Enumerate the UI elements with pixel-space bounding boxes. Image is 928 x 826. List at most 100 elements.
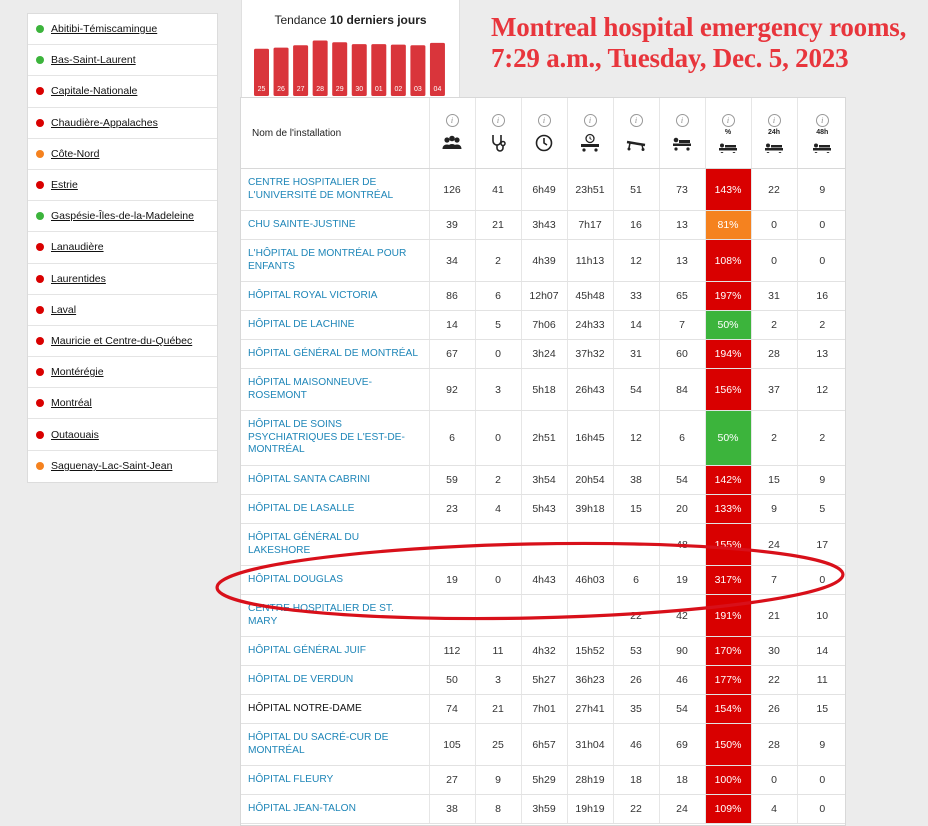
info-icon[interactable]: i <box>491 113 505 127</box>
info-icon[interactable]: i <box>583 113 597 127</box>
hospital-name[interactable]: HÔPITAL DE SOINS PSYCHIATRIQUES DE L'EST… <box>241 410 429 466</box>
column-header: i <box>566 98 613 169</box>
table-cell: 14 <box>428 310 475 340</box>
table-cell: 0 <box>796 794 845 824</box>
hospital-name[interactable]: HÔPITAL ROYAL VICTORIA <box>241 281 429 311</box>
table-cell: 3h43 <box>520 210 567 240</box>
region-link[interactable]: Bas-Saint-Laurent <box>51 54 136 67</box>
hospital-name[interactable]: HÔPITAL DOUGLAS <box>241 565 429 595</box>
region-link[interactable]: Outaouais <box>51 428 99 441</box>
sidebar-item[interactable]: Mauricie et Centre-du-Québec <box>28 326 217 358</box>
people-icon <box>442 135 462 149</box>
table-row: HÔPITAL NOTRE-DAME 74 21 7h01 27h41 35 54 154% 2… <box>241 694 845 724</box>
region-link[interactable]: Estrie <box>51 179 78 192</box>
hospital-name[interactable]: HÔPITAL JEAN-TALON <box>241 794 429 824</box>
sidebar-item[interactable]: Côte-Nord <box>28 139 217 170</box>
stretcher-48h-icon <box>813 143 832 155</box>
sidebar-item[interactable]: Montérégie <box>28 357 217 389</box>
table-cell: 22 <box>750 665 797 695</box>
region-link[interactable]: Gaspésie-Îles-de-la-Madeleine <box>51 210 194 223</box>
table-cell: 0 <box>796 765 845 795</box>
table-cell: 6 <box>474 281 521 311</box>
occupancy-cell: 81% <box>704 210 751 240</box>
hospital-name[interactable]: CENTRE HOSPITALIER DE L'UNIVERSITÉ DE MO… <box>241 168 429 211</box>
info-icon[interactable]: i <box>537 113 551 127</box>
region-link[interactable]: Abitibi-Témiscamingue <box>51 23 158 36</box>
table-cell: 41 <box>474 168 521 211</box>
info-icon[interactable]: i <box>675 113 689 127</box>
sidebar-item[interactable]: Capitale-Nationale <box>28 76 217 108</box>
hospital-name[interactable]: L'HÔPITAL DE MONTRÉAL POUR ENFANTS <box>241 239 429 282</box>
info-icon[interactable]: i <box>629 113 643 127</box>
table-cell: 15 <box>750 465 797 495</box>
region-link[interactable]: Chaudière-Appalaches <box>51 116 158 129</box>
table-cell: 3h59 <box>520 794 567 824</box>
sidebar-item[interactable]: Lanaudière <box>28 232 217 264</box>
table-cell: 0 <box>796 565 845 595</box>
table-cell: 13 <box>658 239 705 282</box>
table-cell: 6 <box>612 565 659 595</box>
sidebar-item[interactable]: Bas-Saint-Laurent <box>28 45 217 77</box>
sidebar-item[interactable]: Chaudière-Appalaches <box>28 108 217 139</box>
table-cell: 5h43 <box>520 494 567 524</box>
hospital-name[interactable]: HÔPITAL DE VERDUN <box>241 665 429 695</box>
region-link[interactable]: Laval <box>51 303 77 316</box>
table-cell: 46 <box>658 665 705 695</box>
hospital-name[interactable]: HÔPITAL DE LASALLE <box>241 494 429 524</box>
status-dot-icon <box>36 336 44 345</box>
table-cell: 26 <box>750 694 797 724</box>
region-link[interactable]: Laurentides <box>51 272 106 285</box>
table-cell: 23 <box>428 494 475 524</box>
region-link[interactable]: Lanaudière <box>51 241 104 254</box>
hospital-name[interactable]: HÔPITAL GÉNÉRAL JUIF <box>241 636 429 666</box>
region-link[interactable]: Montréal <box>51 397 92 410</box>
hospital-name[interactable]: HÔPITAL DE LACHINE <box>241 310 429 340</box>
sidebar-item[interactable]: Abitibi-Témiscamingue <box>28 14 217 46</box>
region-link[interactable]: Capitale-Nationale <box>51 85 138 98</box>
hospital-name[interactable]: HÔPITAL GÉNÉRAL DE MONTRÉAL <box>241 339 429 369</box>
table-cell: 26 <box>612 665 659 695</box>
trend-bar <box>273 47 289 96</box>
info-icon[interactable]: i <box>445 113 459 127</box>
table-cell: 112 <box>428 636 475 666</box>
status-dot-icon <box>36 399 44 408</box>
region-link[interactable]: Saguenay-Lac-Saint-Jean <box>51 460 173 473</box>
hospital-name[interactable]: HÔPITAL SANTA CABRINI <box>241 465 429 495</box>
clock-icon <box>535 134 553 151</box>
table-cell: 20h54 <box>566 465 613 495</box>
sidebar-item[interactable]: Laurentides <box>28 264 217 295</box>
info-icon[interactable]: i <box>767 113 781 127</box>
region-link[interactable]: Montérégie <box>51 366 104 379</box>
occupancy-cell: 142% <box>704 465 751 495</box>
sidebar-item[interactable]: Outaouais <box>28 419 217 451</box>
sidebar-item[interactable]: Laval <box>28 295 217 326</box>
trend-bar <box>371 44 387 96</box>
sidebar-item[interactable]: Gaspésie-Îles-de-la-Madeleine <box>28 201 217 233</box>
table-row: HÔPITAL GÉNÉRAL JUIF 112 11 4h32 15h52 53 90 17… <box>241 636 845 666</box>
region-link[interactable]: Côte-Nord <box>51 147 100 160</box>
table-cell: 38 <box>428 794 475 824</box>
hospital-name[interactable]: HÔPITAL GÉNÉRAL DU LAKESHORE <box>241 523 429 566</box>
occupancy-cell: 155% <box>704 523 751 566</box>
sidebar-item[interactable]: Montréal <box>28 388 217 420</box>
hospital-name[interactable]: HÔPITAL FLEURY <box>241 765 429 795</box>
table-cell: 13 <box>796 339 845 369</box>
hospital-name[interactable]: CHU SAINTE-JUSTINE <box>241 210 429 240</box>
table-cell: 35 <box>612 694 659 724</box>
sidebar-item[interactable]: Estrie <box>28 170 217 202</box>
status-dot-icon <box>36 430 44 439</box>
hospital-name[interactable]: HÔPITAL MAISONNEUVE-ROSEMONT <box>241 368 429 411</box>
region-link[interactable]: Mauricie et Centre-du-Québec <box>51 334 193 347</box>
table-cell: 11 <box>796 665 845 695</box>
hospital-name[interactable]: HÔPITAL DU SACRÉ-CUR DE MONTRÉAL <box>241 723 429 766</box>
hospital-name[interactable]: CENTRE HOSPITALIER DE ST. MARY <box>241 594 429 637</box>
occupancy-cell: 50% <box>704 410 751 466</box>
sidebar-item[interactable]: Saguenay-Lac-Saint-Jean <box>28 451 217 482</box>
table-cell: 126 <box>428 168 475 211</box>
table-cell: 50 <box>428 665 475 695</box>
table-cell: 31 <box>612 339 659 369</box>
info-icon[interactable]: i <box>721 113 735 127</box>
info-icon[interactable]: i <box>815 113 829 127</box>
table-row: HÔPITAL GÉNÉRAL DE MONTRÉAL 67 0 3h24 37h32 3… <box>241 339 845 369</box>
trend-card: Tendance 10 derniers jours 25 26 27 28 29 30 0… <box>241 0 460 98</box>
